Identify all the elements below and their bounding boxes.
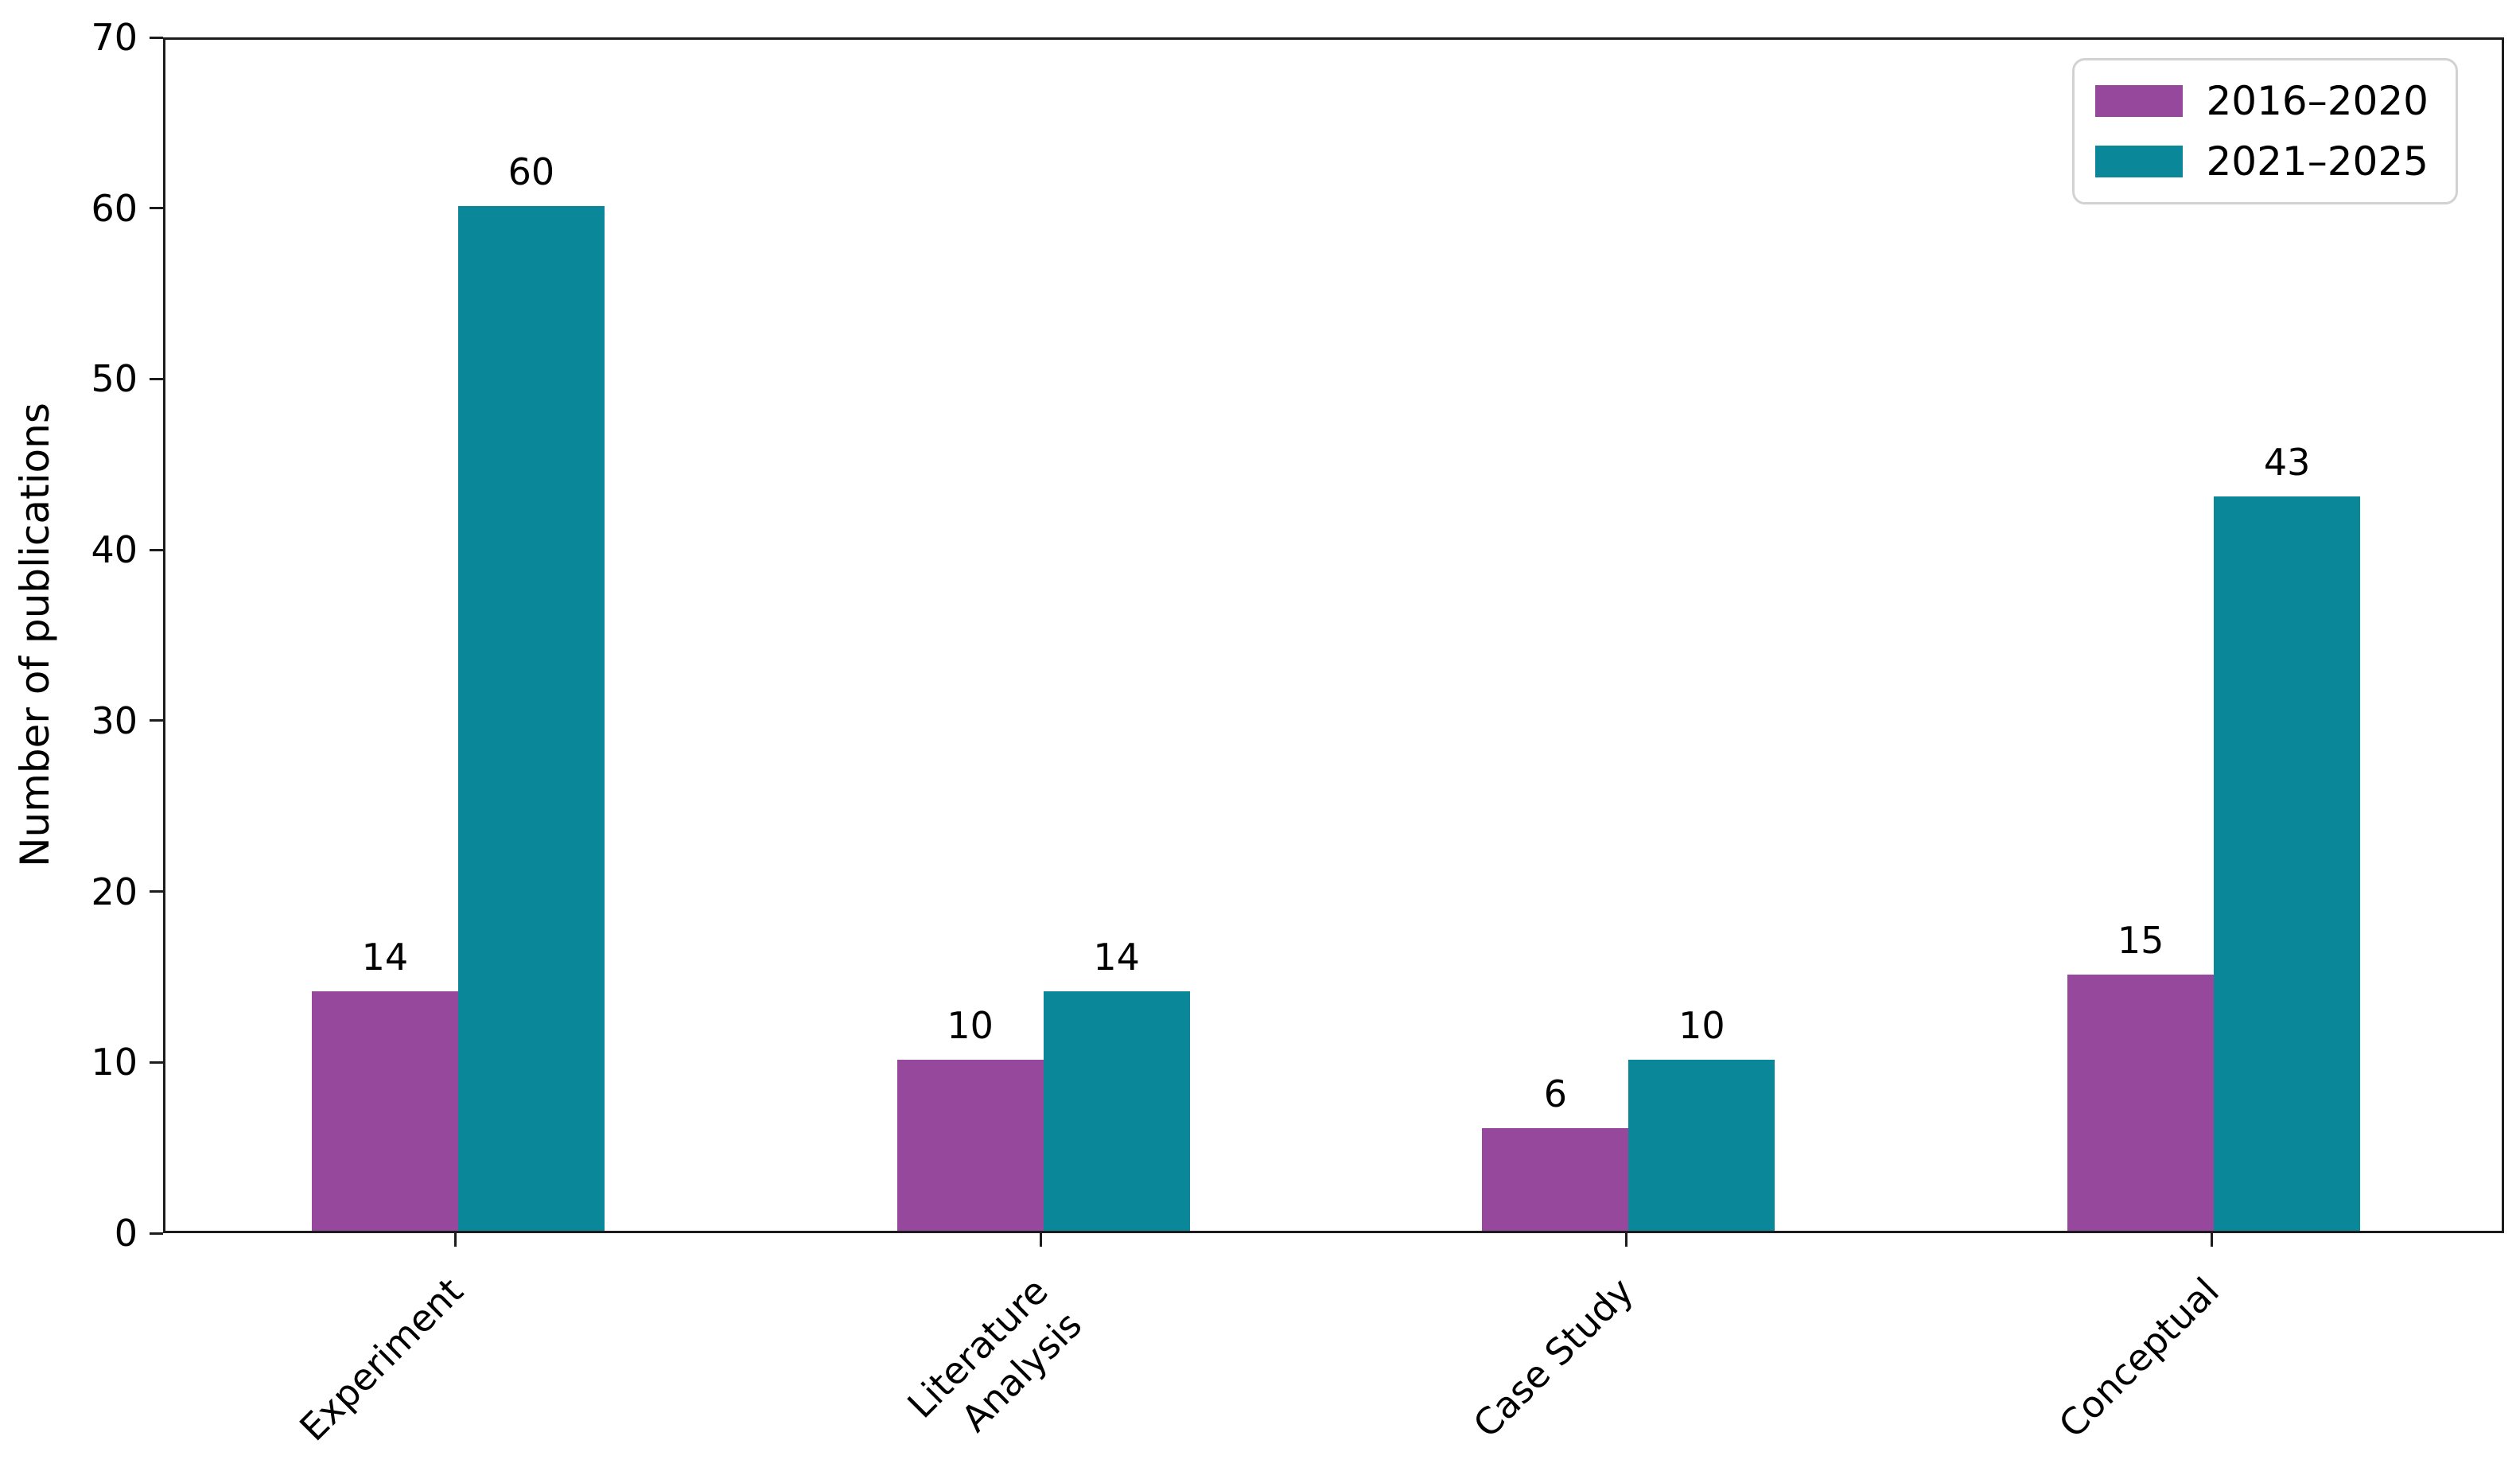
x-axis-tick-literature-analysis <box>1040 1233 1043 1247</box>
bar-value-label-2016-2020-literature-analysis: 10 <box>947 1004 994 1048</box>
legend-label-2021-2025: 2021–2025 <box>2206 138 2429 185</box>
y-tick-label-40: 40 <box>91 528 138 572</box>
x-tick-label-literature-analysis: Literature Analysis <box>899 1269 1091 1440</box>
y-tick-label-70: 70 <box>91 16 138 59</box>
x-axis-tick-experiment <box>454 1233 457 1247</box>
y-tick-label-30: 30 <box>91 699 138 742</box>
bar-value-label-2021-2025-experiment: 60 <box>508 150 555 193</box>
bar-value-label-2021-2025-case-study: 10 <box>1678 1004 1725 1048</box>
y-tick-label-60: 60 <box>91 186 138 230</box>
plot-area: 14 60 10 14 6 10 15 43 <box>163 37 2504 1233</box>
legend: 2016–2020 2021–2025 <box>2071 58 2458 204</box>
legend-item-2016-2020: 2016–2020 <box>2094 78 2429 124</box>
bar-2016-2020-case-study <box>1482 1128 1629 1231</box>
y-axis-tick-50 <box>150 377 163 380</box>
y-axis-tick-0 <box>150 1232 163 1235</box>
y-tick-label-20: 20 <box>91 870 138 913</box>
y-axis-tick-60 <box>150 207 163 210</box>
bar-2016-2020-conceptual <box>2067 974 2215 1231</box>
bar-value-label-2021-2025-conceptual: 43 <box>2263 440 2311 484</box>
bar-2021-2025-experiment <box>457 205 605 1231</box>
y-axis-tick-20 <box>150 890 163 893</box>
bar-2021-2025-conceptual <box>2214 496 2361 1231</box>
legend-swatch-2021-2025 <box>2094 146 2183 177</box>
y-tick-label-10: 10 <box>91 1041 138 1084</box>
x-tick-label-experiment: Experiment <box>291 1269 472 1450</box>
bar-2021-2025-case-study <box>1628 1060 1775 1231</box>
y-axis-tick-10 <box>150 1061 163 1064</box>
x-tick-label-conceptual: Conceptual <box>2050 1269 2227 1446</box>
bar-value-label-2016-2020-case-study: 6 <box>1543 1072 1568 1116</box>
x-axis-tick-conceptual <box>2210 1233 2213 1247</box>
bar-value-label-2016-2020-conceptual: 15 <box>2117 918 2164 962</box>
legend-swatch-2016-2020 <box>2094 85 2183 117</box>
bar-2016-2020-experiment <box>311 991 458 1231</box>
bar-2021-2025-literature-analysis <box>1043 991 1190 1231</box>
x-tick-label-case-study: Case Study <box>1464 1269 1642 1446</box>
legend-label-2016-2020: 2016–2020 <box>2206 78 2429 124</box>
bar-value-label-2021-2025-literature-analysis: 14 <box>1093 936 1140 979</box>
x-axis-tick-case-study <box>1624 1233 1628 1247</box>
y-tick-label-0: 0 <box>114 1212 138 1255</box>
y-axis-tick-40 <box>150 548 163 551</box>
y-tick-label-50: 50 <box>91 357 138 401</box>
y-axis-title: Number of publications <box>12 403 58 867</box>
bar-value-label-2016-2020-experiment: 14 <box>361 936 409 979</box>
y-axis-tick-70 <box>150 36 163 39</box>
bar-2016-2020-literature-analysis <box>896 1060 1044 1231</box>
y-axis-tick-30 <box>150 719 163 722</box>
legend-item-2021-2025: 2021–2025 <box>2094 138 2429 185</box>
